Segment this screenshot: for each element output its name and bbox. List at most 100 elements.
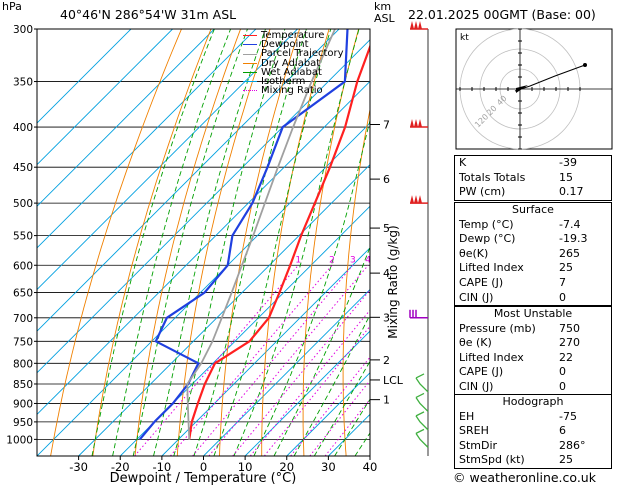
hodograph-label: SREH [459,424,489,438]
legend-swatch [243,81,257,83]
most-unstable-table: Most Unstable Pressure (mb) 750 θe (K) 270 L… [454,306,612,396]
mixing-ratio-line [324,398,370,456]
height-tick-label: 6 [383,173,390,186]
wet-adiabat-line [193,29,307,456]
wet-adiabat-line [233,29,360,456]
wind-barb [409,309,428,319]
isotherm-line [119,205,370,456]
legend-item: Isotherm [243,76,344,88]
pressure-tick-label: 450 [13,162,33,174]
legend-item: Dewpoint [243,39,344,51]
hodograph-label: EH [459,409,475,423]
dry-adiabat-line [623,29,629,456]
height-tick-label: 3 [383,311,390,324]
surface-value: 7 [559,275,566,289]
pressure-tick-label: 400 [13,122,33,134]
most-unstable-value: 750 [559,321,580,335]
legend-item: Parcel Trajectory [243,48,344,60]
series-temperature [188,43,370,440]
location-title: 40°46'N 286°54'W 31m ASL [60,7,237,22]
most-unstable-label: θe (K) [459,336,492,350]
x-tick-label: 0 [200,460,207,474]
surface-value: 25 [559,261,573,275]
hodograph-ring-label: 40 [495,94,509,108]
wet-adiabat-line [132,29,248,456]
hodograph-value: 6 [559,424,566,438]
x-tick-label: -30 [69,460,88,474]
index-label: PW (cm) [459,185,506,199]
legend-swatch [243,35,257,37]
wind-barb [410,195,428,204]
surface-row: Temp (°C) -7.4 [455,218,611,233]
pressure-tick-label: 950 [13,417,33,429]
index-row: PW (cm) 0.17 [455,185,611,200]
x-tick-label: 20 [279,460,294,474]
mixing-ratio-label: 10 [414,255,426,265]
wind-barb [410,119,428,128]
isotherm-line [37,29,173,166]
index-value: -39 [559,156,577,169]
wind-barb [410,21,428,30]
pressure-tick-label: 650 [13,288,33,300]
surface-value: -7.4 [559,217,581,231]
legend-label: Isotherm [261,76,306,88]
mixing-ratio-label: 8 [404,255,410,265]
index-row: Totals Totals 15 [455,171,611,186]
timestamp: 22.01.2025 00GMT (Base: 00) [408,7,596,22]
legend-swatch [243,62,257,64]
hodograph-value: 25 [559,453,573,467]
surface-row: Lifted Index 25 [455,261,611,276]
dry-adiabat-line [50,29,182,456]
dry-adiabat-line [302,29,360,456]
footer-copyright: © weatheronline.co.uk [453,470,596,485]
x-tick-label: -10 [152,460,171,474]
mixing-ratio-label: 15 [439,255,450,265]
series-dewpoint [138,29,349,441]
dry-adiabat-line [219,29,301,456]
mixing-ratio-line [309,379,370,456]
isotherm-line [244,330,370,456]
height-tick-label: 1 [383,394,390,407]
wet-adiabat-line [293,313,370,456]
surface-row: CIN (J) 0 [455,291,611,306]
most-unstable-value: 22 [559,350,573,364]
height-tick-label: 4 [383,267,390,280]
pressure-tick-label: 800 [13,358,33,370]
wet-adiabat-line [213,29,332,456]
dry-adiabat-line [92,29,212,456]
dry-adiabat-line [176,29,271,456]
surface-label: Lifted Index [459,261,524,275]
most-unstable-row: CAPE (J) 0 [455,365,611,380]
legend-label: Dewpoint [261,39,309,51]
legend-swatch [243,71,257,73]
x-tick-label: 40 [363,460,378,474]
isotherm-line [78,163,370,456]
index-row: K -39 [455,156,611,171]
legend-label: Temperature [261,30,325,41]
hodograph-label: StmDir [459,438,498,452]
isotherm-line [37,29,132,124]
wet-adiabat-line [173,29,286,456]
index-value: 15 [559,170,573,184]
wind-barb [415,373,429,393]
isotherm-line [37,29,340,332]
mixing-ratio-label: 1 [295,255,301,265]
mixing-ratio-line [249,309,370,456]
surface-label: CAPE (J) [459,275,504,289]
hodograph-value: 286° [559,438,586,452]
height-tick-label: LCL [383,374,404,387]
height-tick-label: 5 [383,222,390,235]
most-unstable-label: Lifted Index [459,350,524,364]
hodograph-row: StmDir 286° [455,439,611,454]
indices-table: K -39 Totals Totals 15 PW (cm) 0.17 [454,155,612,201]
legend-item: Wet Adiabat [243,67,344,77]
most-unstable-label: Pressure (mb) [459,321,536,335]
hodograph-table: Hodograph EH -75 SREH 6 StmDir 286° StmSpd (kt… [454,394,612,469]
legend-label: Parcel Trajectory [261,48,344,60]
hodograph-value: -75 [559,409,577,423]
wind-barb [415,428,429,448]
most-unstable-row: θe (K) 270 [455,336,611,351]
surface-label: CIN (J) [459,290,494,304]
hodograph-row: EH -75 [455,410,611,425]
